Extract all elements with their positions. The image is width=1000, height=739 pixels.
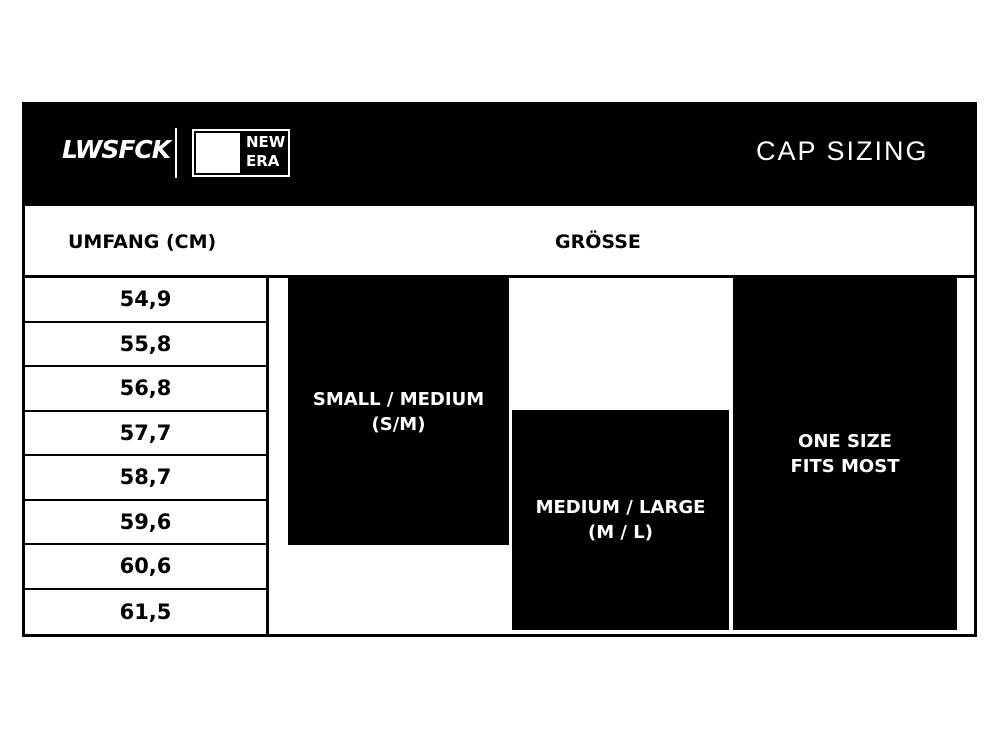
logo-box [192, 129, 290, 177]
header-row [22, 205, 977, 278]
size-cell: 59,6 [25, 501, 266, 545]
size-cell: 57,7 [25, 412, 266, 456]
logo-text: NEW [246, 133, 286, 151]
size-label: (M / L) [588, 522, 653, 543]
title: CAP SIZING [756, 136, 929, 166]
size-label: ONE SIZE [798, 431, 892, 452]
size-label: MEDIUM / LARGE [535, 497, 706, 518]
header-bar [22, 102, 977, 206]
column-header: GRÖSSE [555, 231, 641, 253]
size-cell: 54,9 [25, 278, 266, 323]
size-block: ONE SIZE FITS MOST [733, 278, 957, 630]
logo-flag [196, 133, 240, 173]
size-label: FITS MOST [790, 456, 900, 477]
size-label: (S/M) [371, 413, 426, 435]
size-cell: 61,5 [119, 599, 172, 624]
size-block: MEDIUM / LARGE (M / L) [512, 410, 729, 630]
size-cell: 58,7 [25, 456, 266, 501]
brand: LWSFCK [62, 135, 171, 164]
size-block: SMALL / MEDIUM (S/M) [288, 278, 509, 545]
size-cell: 55,8 [25, 323, 266, 367]
frame [22, 102, 977, 637]
left-column [22, 276, 269, 637]
size-cell: 60,6 [25, 545, 266, 590]
column-header: UMFANG (CM) [68, 231, 217, 253]
size-label: SMALL / MEDIUM [312, 388, 485, 410]
divider [175, 128, 177, 178]
size-cell: 56,8 [25, 367, 266, 412]
logo-text: ERA [246, 152, 280, 170]
